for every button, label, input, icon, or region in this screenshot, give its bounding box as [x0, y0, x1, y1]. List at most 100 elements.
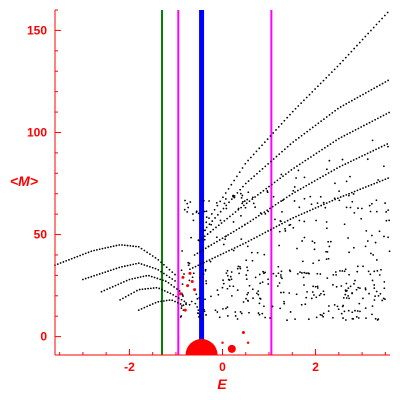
curve-2-point	[270, 183, 273, 186]
curve-4-point	[325, 202, 328, 205]
scatter-point	[240, 238, 243, 241]
scatter-point	[258, 302, 261, 305]
scatter-point	[216, 289, 219, 292]
curve-7-point	[117, 283, 120, 286]
scatter-point	[325, 250, 327, 253]
curve-6-point	[87, 276, 90, 279]
scatter-point	[210, 223, 213, 226]
scatter-point	[222, 279, 224, 282]
curve-7-point	[159, 278, 162, 281]
curve-2-point	[215, 226, 217, 229]
curve-2-point	[388, 111, 390, 114]
curve-2-point	[240, 206, 243, 209]
curve-0-point	[353, 47, 356, 50]
curve-4-point	[364, 186, 367, 188]
scatter-point	[232, 285, 235, 288]
scatter-point	[316, 272, 319, 275]
scatter-point	[345, 180, 348, 183]
scatter-point	[281, 211, 283, 213]
curve-3-point	[271, 205, 274, 208]
curve-0-point	[297, 105, 300, 107]
curve-2-point	[346, 133, 349, 136]
curve-4-point	[191, 267, 194, 269]
curve-7-point	[111, 285, 114, 288]
curve-5-point	[98, 248, 101, 251]
curve-1-point	[242, 185, 244, 188]
scatter-point	[289, 270, 292, 273]
curve-0-point	[230, 183, 233, 186]
curve-4-point	[205, 260, 208, 263]
scatter-point	[278, 282, 281, 284]
scatter-point	[218, 316, 221, 319]
curve-3-point	[221, 237, 224, 240]
curve-6-point	[126, 264, 129, 267]
scatter-point	[236, 318, 239, 320]
curve-1-point	[230, 198, 233, 201]
curve-2-point	[276, 179, 279, 182]
scatter-point	[188, 303, 191, 306]
curve-9-point	[154, 301, 157, 304]
curve-4-point	[359, 188, 362, 191]
scatter-point	[205, 210, 208, 213]
curve-4-point	[356, 189, 359, 192]
curve-3-point	[347, 161, 350, 164]
scatter-point	[382, 297, 385, 300]
curve-3-point	[288, 194, 291, 197]
scatter-point	[315, 296, 318, 299]
curve-3-point	[361, 155, 363, 157]
scatter-point	[257, 293, 260, 296]
curve-1-point	[281, 150, 283, 153]
scatter-point	[373, 287, 376, 290]
scatter-point	[327, 257, 330, 260]
curve-2-point	[335, 139, 337, 142]
scatter-point	[318, 294, 321, 297]
scatter-point	[284, 227, 286, 230]
scatter-point	[351, 200, 354, 203]
curve-9-point	[149, 304, 151, 307]
curve-3-point	[210, 244, 213, 246]
scatter-point	[343, 270, 346, 273]
curve-5-point	[82, 253, 84, 256]
scatter-point	[197, 316, 200, 318]
scatter-point	[245, 278, 248, 281]
curve-0-point	[344, 56, 347, 59]
curve-5-point	[129, 244, 132, 247]
curve-0-point	[339, 62, 342, 65]
y-tick-label: 100	[27, 125, 47, 139]
red-marker-7	[186, 284, 190, 288]
curve-7-point	[145, 274, 148, 277]
curve-4-point	[317, 205, 320, 208]
curve-2-point	[223, 219, 226, 222]
scatter-point	[357, 317, 360, 319]
curve-7-point	[109, 287, 111, 289]
curve-0-point	[272, 132, 275, 134]
scatter-point	[383, 235, 385, 238]
red-marker-0	[185, 339, 218, 355]
curve-1-point	[228, 201, 230, 204]
scatter-point	[215, 236, 218, 239]
scatter-point	[237, 265, 240, 268]
curve-3-point	[310, 181, 313, 184]
curve-4-point	[309, 209, 311, 212]
curve-5-point	[143, 249, 146, 252]
curve-0-point	[358, 41, 361, 44]
curve-0-point	[372, 26, 375, 29]
curve-0-point	[294, 107, 297, 110]
scatter-point	[186, 202, 189, 205]
scatter-point	[296, 247, 298, 250]
curve-2-point	[368, 121, 371, 124]
scatter-point	[192, 219, 195, 222]
scatter-point	[229, 275, 232, 278]
scatter-point	[357, 286, 360, 289]
curve-3-point	[255, 216, 257, 219]
scatter-point	[190, 300, 193, 303]
curve-4-point	[295, 215, 297, 218]
scatter-point	[349, 175, 351, 178]
curve-0-point	[275, 129, 277, 131]
curve-7-point	[156, 277, 159, 280]
curve-3-point	[235, 229, 238, 231]
curve-0-point	[378, 20, 381, 23]
curve-2-point	[323, 146, 326, 149]
scatter-point	[343, 310, 346, 313]
y-tick-label: 150	[27, 23, 47, 37]
